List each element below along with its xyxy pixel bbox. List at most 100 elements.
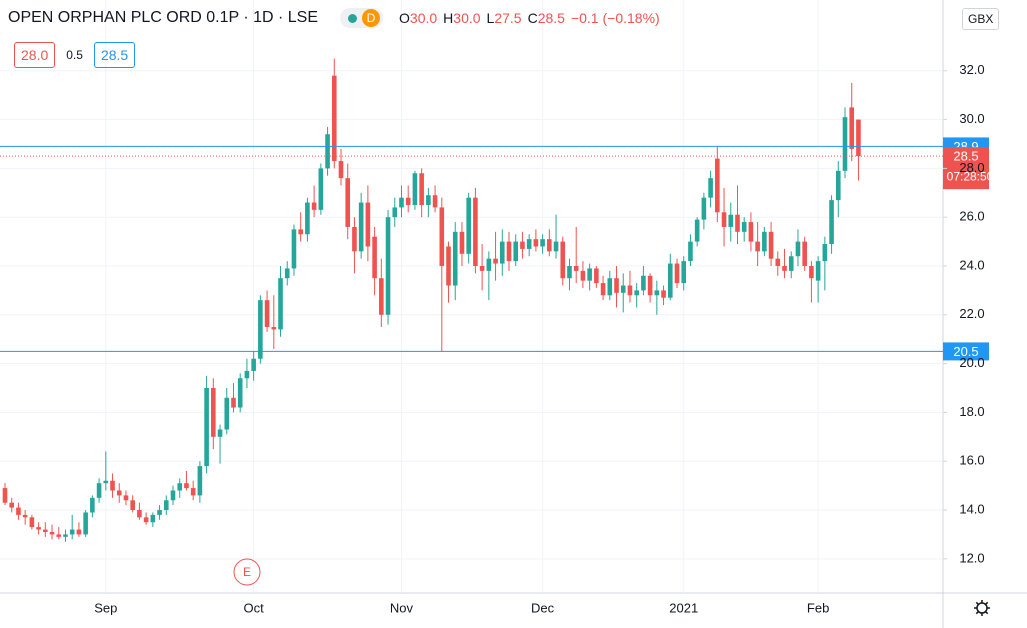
candle-body (667, 263, 673, 298)
candle-body (567, 265, 572, 279)
candle-body (473, 197, 478, 266)
candle-body (829, 200, 834, 245)
candle-body (587, 268, 592, 281)
candle-body (76, 529, 82, 535)
legend-header: OPEN ORPHAN PLC ORD 0.1P · 1D · LSE D O3… (8, 8, 666, 28)
grid (0, 0, 943, 593)
candle-body (755, 241, 760, 252)
candle-body (533, 239, 539, 247)
legend-value: 30.0 (409, 10, 438, 26)
candle-body (479, 265, 485, 271)
candle-body (116, 490, 122, 496)
candle-body (197, 466, 203, 496)
candle-body (715, 158, 720, 213)
candle-body (802, 241, 807, 266)
candle-body (83, 512, 88, 535)
candle-body (486, 258, 492, 271)
candle-body (291, 229, 297, 269)
candle-body (432, 195, 438, 208)
candle-body (620, 285, 626, 293)
candle-body (399, 197, 404, 208)
x-tick-label: Oct (244, 600, 265, 615)
candle-body (580, 270, 586, 281)
price-label: 20.5 (953, 344, 978, 359)
candle-body (43, 529, 48, 532)
candle-body (184, 483, 189, 489)
candle-body (177, 483, 183, 491)
candle-body (701, 197, 707, 220)
candle-body (553, 241, 559, 252)
candle-body (540, 239, 545, 247)
candle-body (748, 222, 754, 242)
countdown-label: 07:28:50 (947, 169, 994, 183)
quote-boxes: 28.0 0.5 28.5 (14, 42, 136, 68)
candles (2, 58, 861, 542)
candle-body (49, 531, 55, 535)
candle-body (547, 239, 552, 252)
candle-body (573, 265, 579, 271)
candle-body (526, 239, 532, 249)
candle-body (641, 275, 646, 291)
candle-body (123, 495, 129, 501)
candle-body (419, 173, 424, 205)
settings-icon[interactable] (974, 600, 990, 616)
candle-body (258, 300, 263, 359)
status-badge[interactable]: D (340, 8, 384, 28)
candle-body (594, 268, 599, 284)
candle-body (217, 429, 223, 437)
y-tick-label: 26.0 (959, 209, 984, 224)
candle-body (614, 278, 619, 293)
legend-value: 30.0 (453, 10, 481, 26)
candle-body (237, 378, 243, 408)
candle-body (412, 173, 418, 205)
candle-body (762, 231, 767, 252)
x-tick-label: Dec (531, 600, 555, 615)
candle-body (520, 241, 525, 249)
candle-body (674, 263, 680, 284)
y-tick-label: 28.0 (959, 160, 984, 175)
candle-body (325, 134, 330, 169)
candle-body (856, 119, 861, 157)
bid-price[interactable]: 28.0 (14, 42, 56, 68)
candle-body (190, 488, 196, 496)
candle-body (311, 202, 317, 210)
candle-body (2, 488, 8, 503)
legend-key: O (399, 10, 410, 26)
candle-body (647, 275, 653, 296)
candle-body (775, 258, 781, 266)
candle-body (506, 241, 512, 262)
y-tick-label: 32.0 (959, 62, 984, 77)
earnings-label: E (243, 565, 251, 579)
legend-value: 27.5 (494, 10, 522, 26)
candle-body (318, 168, 324, 210)
candle-body (170, 490, 176, 501)
y-tick-label: 20.0 (959, 355, 984, 370)
candle-body (103, 480, 109, 484)
candle-body (63, 534, 68, 537)
candle-body (809, 265, 814, 279)
candle-body (842, 117, 848, 171)
candle-body (815, 261, 821, 281)
earnings-marker[interactable] (233, 558, 261, 586)
candle-body (708, 178, 713, 198)
candle-body (446, 246, 451, 286)
candle-body (459, 231, 465, 254)
currency-button[interactable]: GBX (962, 8, 1000, 30)
candle-body (452, 231, 458, 286)
candle-body (204, 388, 209, 467)
candle-body (298, 229, 303, 235)
candle-body (16, 507, 21, 515)
candle-body (405, 197, 411, 205)
candle-body (157, 510, 162, 515)
symbol-title: OPEN ORPHAN PLC ORD 0.1P · 1D · LSE (8, 9, 319, 26)
y-tick-label: 18.0 (959, 404, 984, 419)
ask-price[interactable]: 28.5 (93, 42, 136, 68)
candle-body (278, 278, 283, 330)
candle-body (493, 258, 498, 264)
candle-body (634, 290, 639, 296)
candle-body (352, 226, 357, 252)
candle-body (358, 202, 364, 252)
y-tick-label: 24.0 (959, 257, 984, 272)
candle-body (29, 517, 35, 528)
